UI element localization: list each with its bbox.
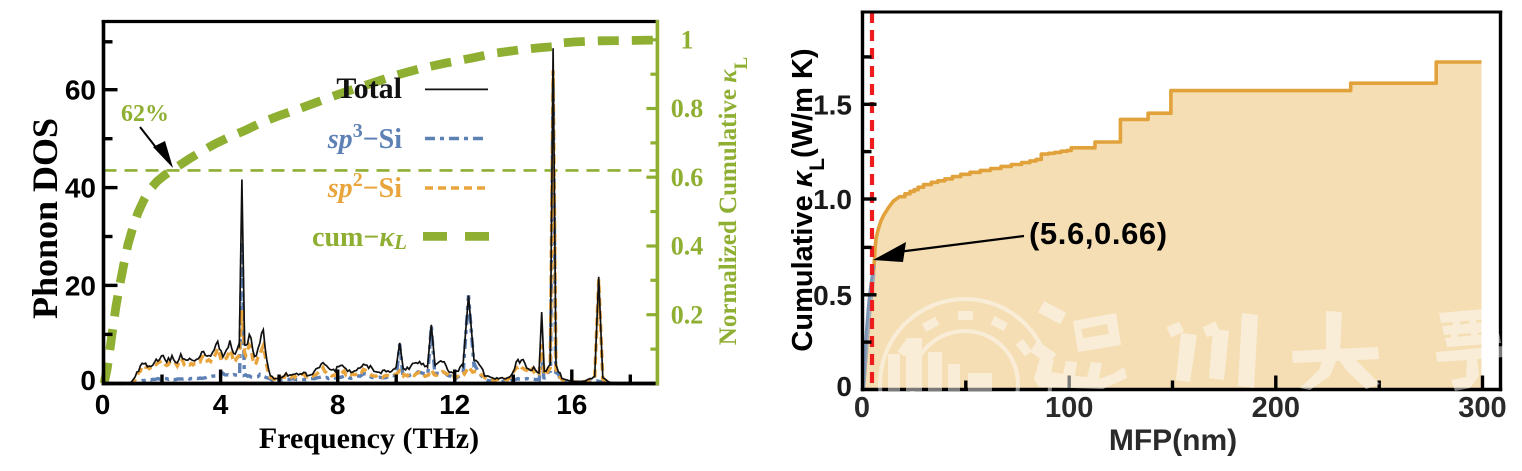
svg-text:300: 300 xyxy=(1458,392,1506,424)
svg-text:cum−κL: cum−κL xyxy=(312,222,407,254)
svg-text:12: 12 xyxy=(439,389,470,420)
svg-text:0.6: 0.6 xyxy=(671,163,704,192)
svg-text:0.2: 0.2 xyxy=(671,301,704,330)
svg-text:20: 20 xyxy=(65,270,96,301)
svg-text:0.8: 0.8 xyxy=(671,94,704,123)
svg-text:4: 4 xyxy=(213,389,229,420)
svg-text:0.4: 0.4 xyxy=(671,232,704,261)
svg-text:1: 1 xyxy=(681,26,694,55)
svg-text:sp2−Si: sp2−Si xyxy=(327,169,402,204)
svg-text:60: 60 xyxy=(65,75,96,106)
svg-text:200: 200 xyxy=(1252,392,1300,424)
svg-text:Total: Total xyxy=(336,72,402,105)
svg-text:8: 8 xyxy=(330,389,346,420)
svg-text:Frequency (THz): Frequency (THz) xyxy=(259,422,479,455)
svg-text:Phonon DOS: Phonon DOS xyxy=(25,118,65,319)
svg-text:0: 0 xyxy=(836,371,852,402)
svg-text:100: 100 xyxy=(1045,392,1093,424)
svg-text:62%: 62% xyxy=(121,101,169,127)
svg-text:40: 40 xyxy=(65,173,96,204)
svg-text:1.0: 1.0 xyxy=(813,184,852,215)
svg-text:0: 0 xyxy=(80,365,96,396)
svg-text:16: 16 xyxy=(556,389,587,420)
svg-text:MFP(nm): MFP(nm) xyxy=(1109,424,1237,457)
svg-text:(5.6,0.66): (5.6,0.66) xyxy=(1029,216,1168,251)
svg-text:0.5: 0.5 xyxy=(813,280,852,311)
svg-text:0: 0 xyxy=(854,392,870,424)
svg-text:1.5: 1.5 xyxy=(813,89,852,120)
svg-text:0: 0 xyxy=(95,389,111,420)
svg-text:sp3−Si: sp3−Si xyxy=(327,120,402,155)
